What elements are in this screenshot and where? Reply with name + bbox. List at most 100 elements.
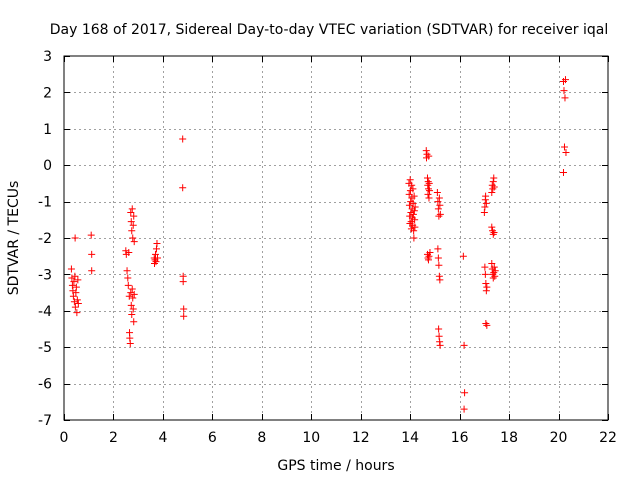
- y-tick-label: 2: [43, 85, 52, 101]
- data-point: [67, 265, 75, 273]
- data-point: [561, 76, 569, 84]
- data-point: [72, 283, 80, 291]
- data-point: [490, 174, 498, 182]
- x-axis-label: GPS time / hours: [277, 458, 394, 474]
- data-point: [434, 254, 442, 262]
- y-tick-label: -4: [38, 304, 52, 320]
- y-tick-label: 3: [43, 49, 52, 65]
- data-point: [425, 187, 433, 195]
- data-point: [128, 310, 136, 318]
- data-point: [435, 212, 443, 220]
- x-tick-label: 2: [109, 430, 118, 446]
- data-point: [560, 87, 568, 95]
- data-point: [71, 303, 79, 311]
- data-point: [179, 278, 187, 286]
- data-point: [409, 210, 417, 218]
- data-point: [424, 178, 432, 186]
- data-point: [405, 190, 413, 198]
- data-point: [490, 183, 498, 191]
- data-point: [436, 201, 444, 209]
- data-point: [425, 252, 433, 260]
- data-point: [410, 234, 418, 242]
- data-point: [70, 298, 78, 306]
- data-point: [130, 290, 138, 298]
- data-point: [127, 218, 135, 226]
- data-point: [434, 205, 442, 213]
- data-point: [481, 270, 489, 278]
- data-point: [423, 174, 431, 182]
- data-point: [490, 263, 498, 271]
- data-point: [408, 181, 416, 189]
- data-point: [425, 152, 433, 160]
- data-point: [411, 216, 419, 224]
- data-point: [127, 289, 135, 297]
- x-tick-label: 10: [302, 430, 320, 446]
- y-axis-label: SDTVAR / TECUs: [6, 181, 22, 296]
- data-point: [436, 276, 444, 284]
- y-tick-label: 1: [43, 122, 52, 138]
- x-tick-label: 12: [352, 430, 370, 446]
- data-point: [482, 199, 490, 207]
- data-point: [425, 194, 433, 202]
- y-tick-label: -3: [38, 267, 52, 283]
- data-point: [88, 250, 96, 258]
- x-tick-label: 22: [599, 430, 617, 446]
- data-point: [129, 234, 137, 242]
- data-point: [409, 185, 417, 193]
- data-point: [489, 227, 497, 235]
- data-point: [71, 234, 79, 242]
- data-point: [129, 305, 137, 313]
- data-point: [124, 281, 132, 289]
- data-point: [128, 227, 136, 235]
- data-point: [127, 209, 135, 217]
- y-tick-label: -5: [38, 340, 52, 356]
- y-tick-label: -2: [38, 231, 52, 247]
- data-point: [559, 168, 567, 176]
- data-point: [409, 199, 417, 207]
- data-point: [433, 189, 441, 196]
- data-point: [460, 341, 468, 349]
- data-point: [426, 249, 434, 257]
- data-point: [74, 276, 82, 284]
- data-point: [123, 267, 131, 275]
- data-point: [129, 294, 137, 302]
- data-point: [422, 147, 430, 155]
- data-point: [407, 218, 415, 226]
- x-tick-label: 8: [257, 430, 266, 446]
- data-point: [405, 201, 413, 209]
- data-point: [435, 261, 443, 269]
- grid-lines: [64, 56, 608, 420]
- data-point: [125, 292, 133, 300]
- x-tick-label: 14: [401, 430, 419, 446]
- y-tick-label: -1: [38, 195, 52, 211]
- x-tick-label: 0: [60, 430, 69, 446]
- data-point: [423, 150, 431, 158]
- data-point: [561, 94, 569, 102]
- data-point: [488, 189, 496, 196]
- data-point: [435, 325, 443, 333]
- data-point: [436, 210, 444, 218]
- data-point: [71, 272, 79, 280]
- data-point: [73, 296, 81, 304]
- data-point: [74, 300, 82, 308]
- x-tick-label: 20: [550, 430, 568, 446]
- data-point: [491, 267, 499, 275]
- data-point: [410, 207, 418, 215]
- data-points: [67, 76, 570, 413]
- data-point: [434, 245, 442, 253]
- data-point: [69, 292, 77, 300]
- data-point: [129, 221, 137, 229]
- x-tick-label: 16: [451, 430, 469, 446]
- data-point: [130, 318, 138, 326]
- data-point: [87, 231, 95, 239]
- data-point: [125, 249, 133, 257]
- data-point: [481, 203, 489, 211]
- data-point: [425, 179, 433, 187]
- data-point: [459, 252, 467, 260]
- data-point: [410, 192, 418, 200]
- data-point: [490, 229, 498, 237]
- data-point: [481, 263, 489, 271]
- data-point: [153, 254, 161, 262]
- data-point: [180, 305, 188, 313]
